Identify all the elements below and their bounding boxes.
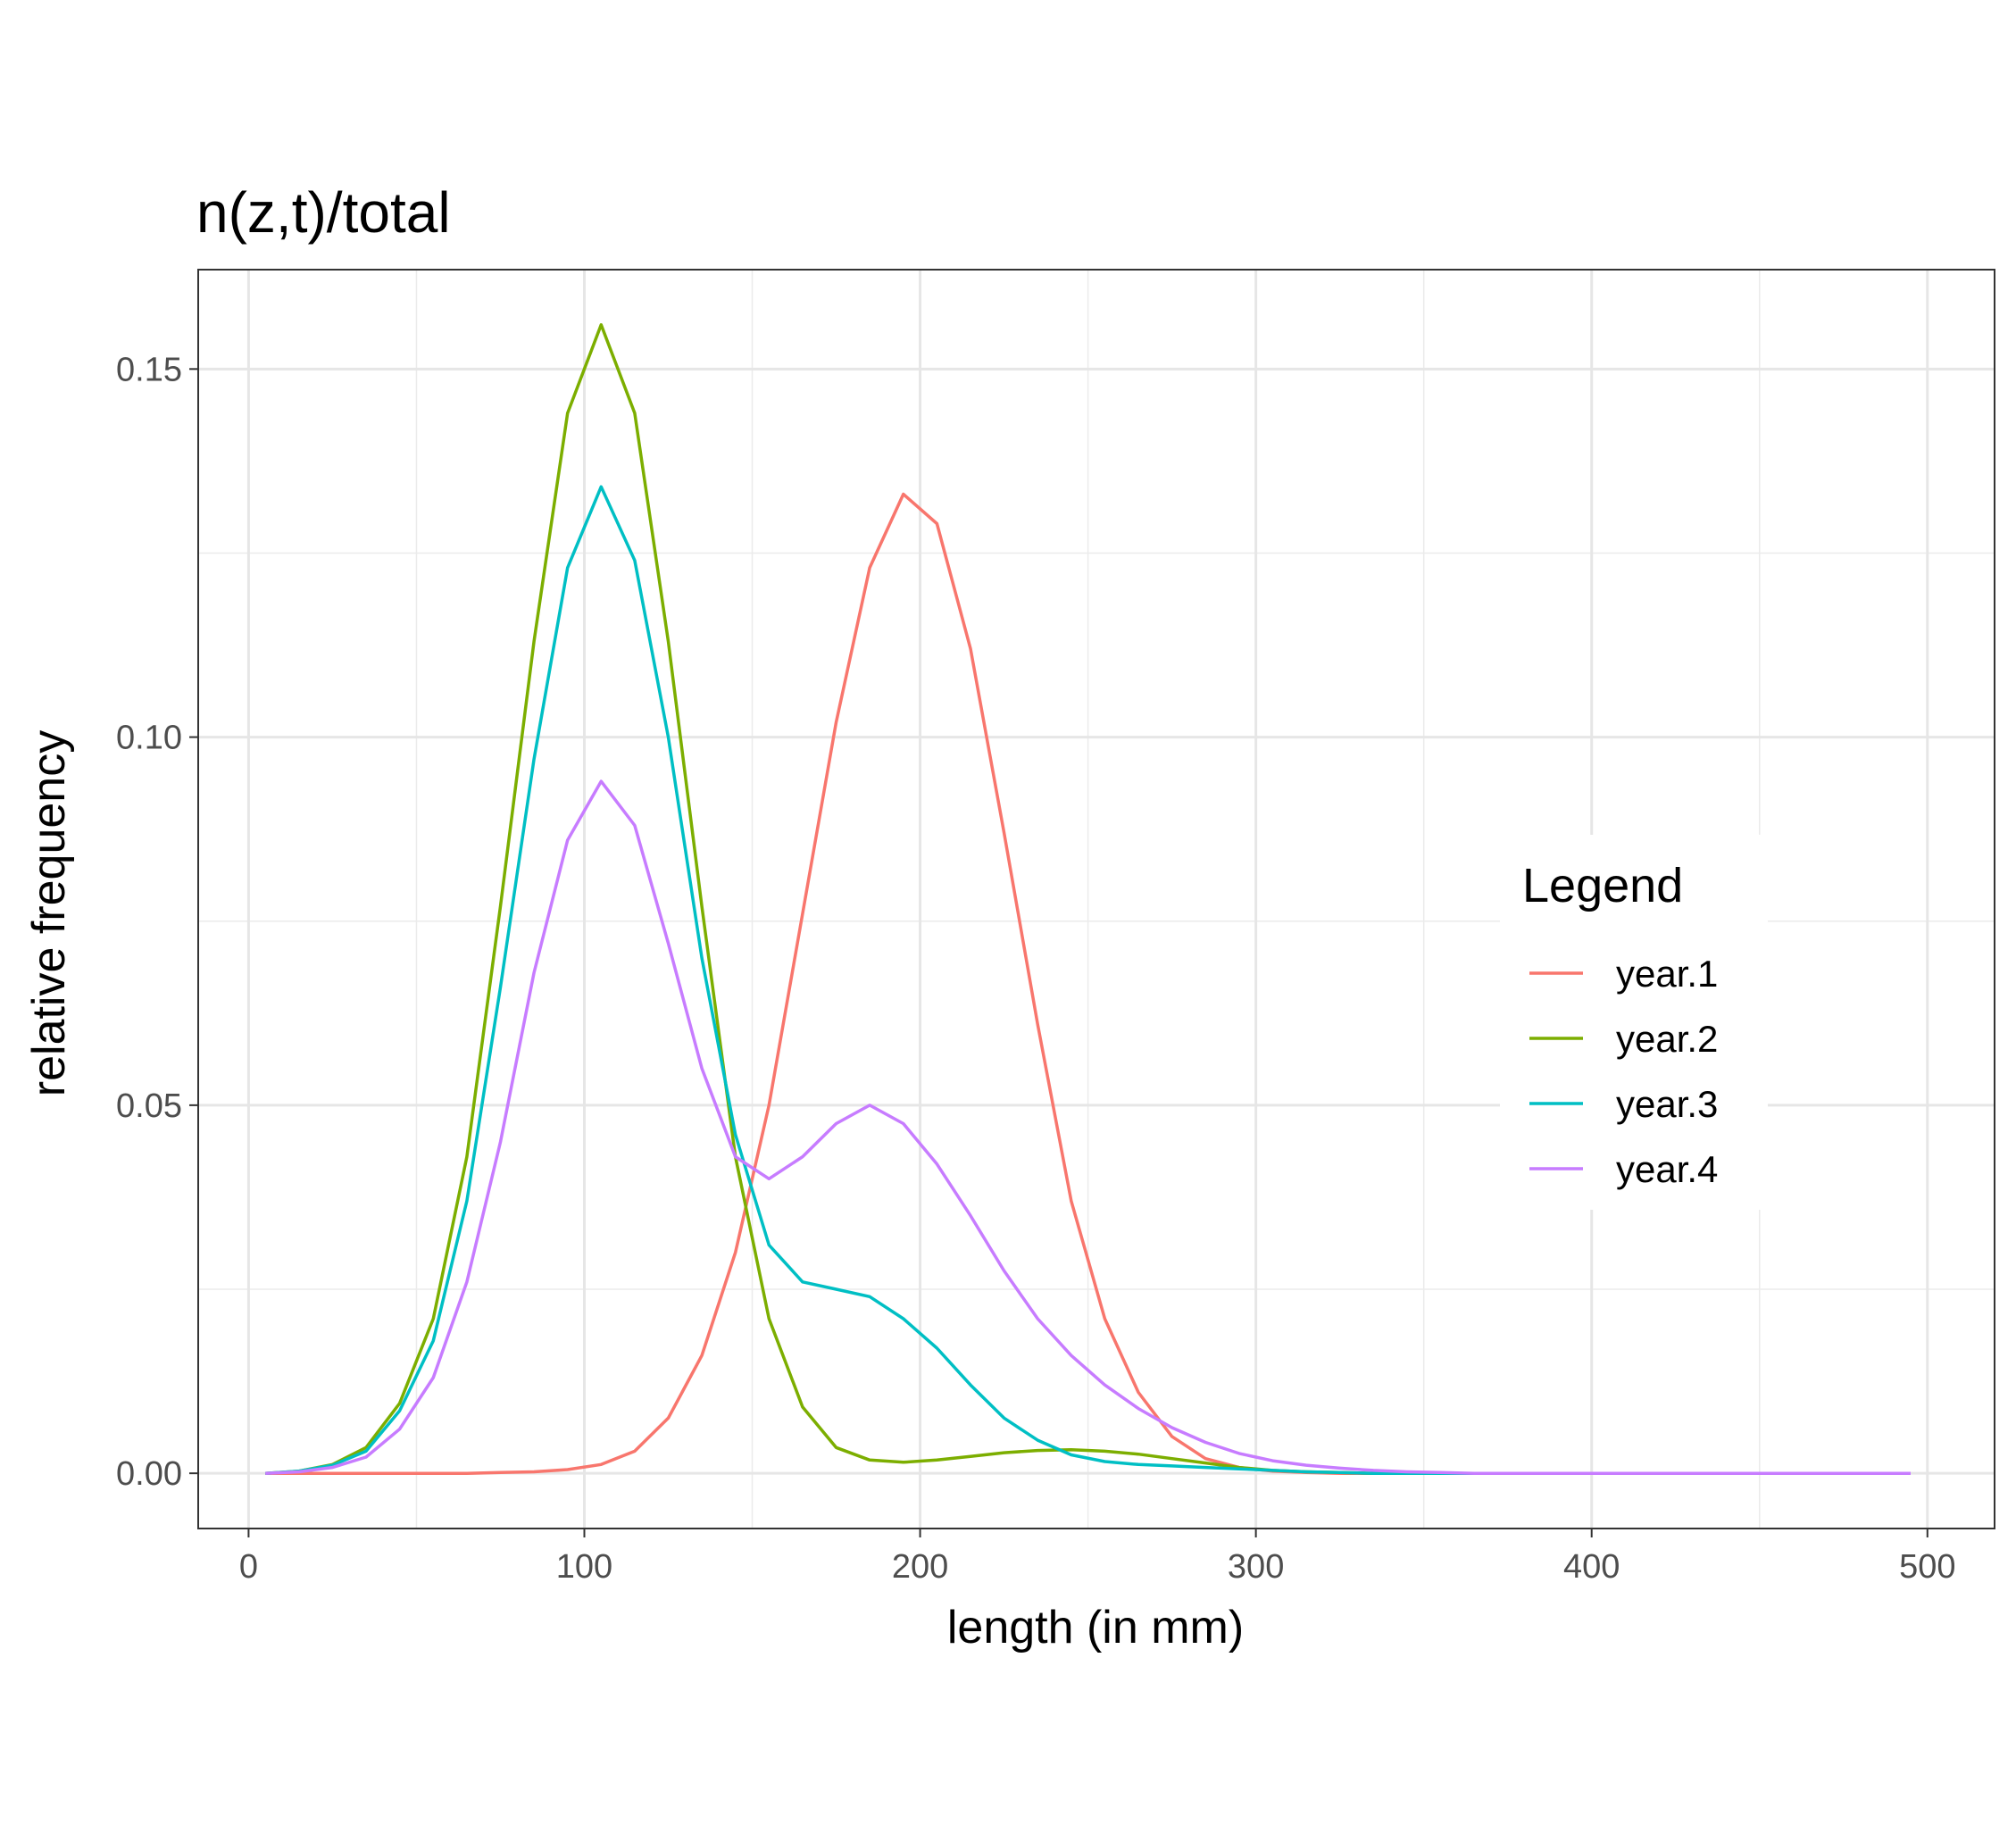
y-axis-title: relative frequency [23, 730, 75, 1096]
panel-border [197, 269, 1995, 1529]
x-tick-label: 0 [239, 1548, 258, 1586]
y-tick-label: 0.10 [116, 720, 182, 757]
legend-label-year-4: year.4 [1616, 1148, 1718, 1190]
x-tick-label: 500 [1899, 1548, 1955, 1586]
y-tick-label: 0.00 [116, 1455, 182, 1493]
series-lines [265, 323, 1911, 1475]
x-tick-label: 300 [1228, 1548, 1284, 1586]
y-tick-label: 0.15 [116, 351, 182, 388]
legend-background [1500, 835, 1768, 1210]
legend-label-year-2: year.2 [1616, 1018, 1718, 1060]
y-axis: 0.00 0.05 0.10 0.15 [116, 351, 198, 1493]
x-axis-title: length (in mm) [947, 1602, 1244, 1654]
legend-items: year.1 year.2 year.3 year.4 [1529, 953, 1718, 1190]
x-tick-label: 100 [556, 1548, 612, 1586]
legend: Legend year.1 year.2 year.3 year.4 [1500, 835, 1768, 1210]
major-gridlines [198, 270, 1995, 1529]
x-tick-label: 200 [892, 1548, 948, 1586]
legend-title: Legend [1522, 859, 1683, 912]
chart-title: n(z,t)/total [196, 180, 451, 245]
x-tick-label: 400 [1563, 1548, 1620, 1586]
y-tick-label: 0.05 [116, 1087, 182, 1125]
legend-label-year-3: year.3 [1616, 1083, 1718, 1125]
series-line-year-4 [265, 779, 1911, 1475]
legend-label-year-1: year.1 [1616, 953, 1718, 995]
x-axis: 0 100 200 300 400 500 [239, 1529, 1955, 1586]
